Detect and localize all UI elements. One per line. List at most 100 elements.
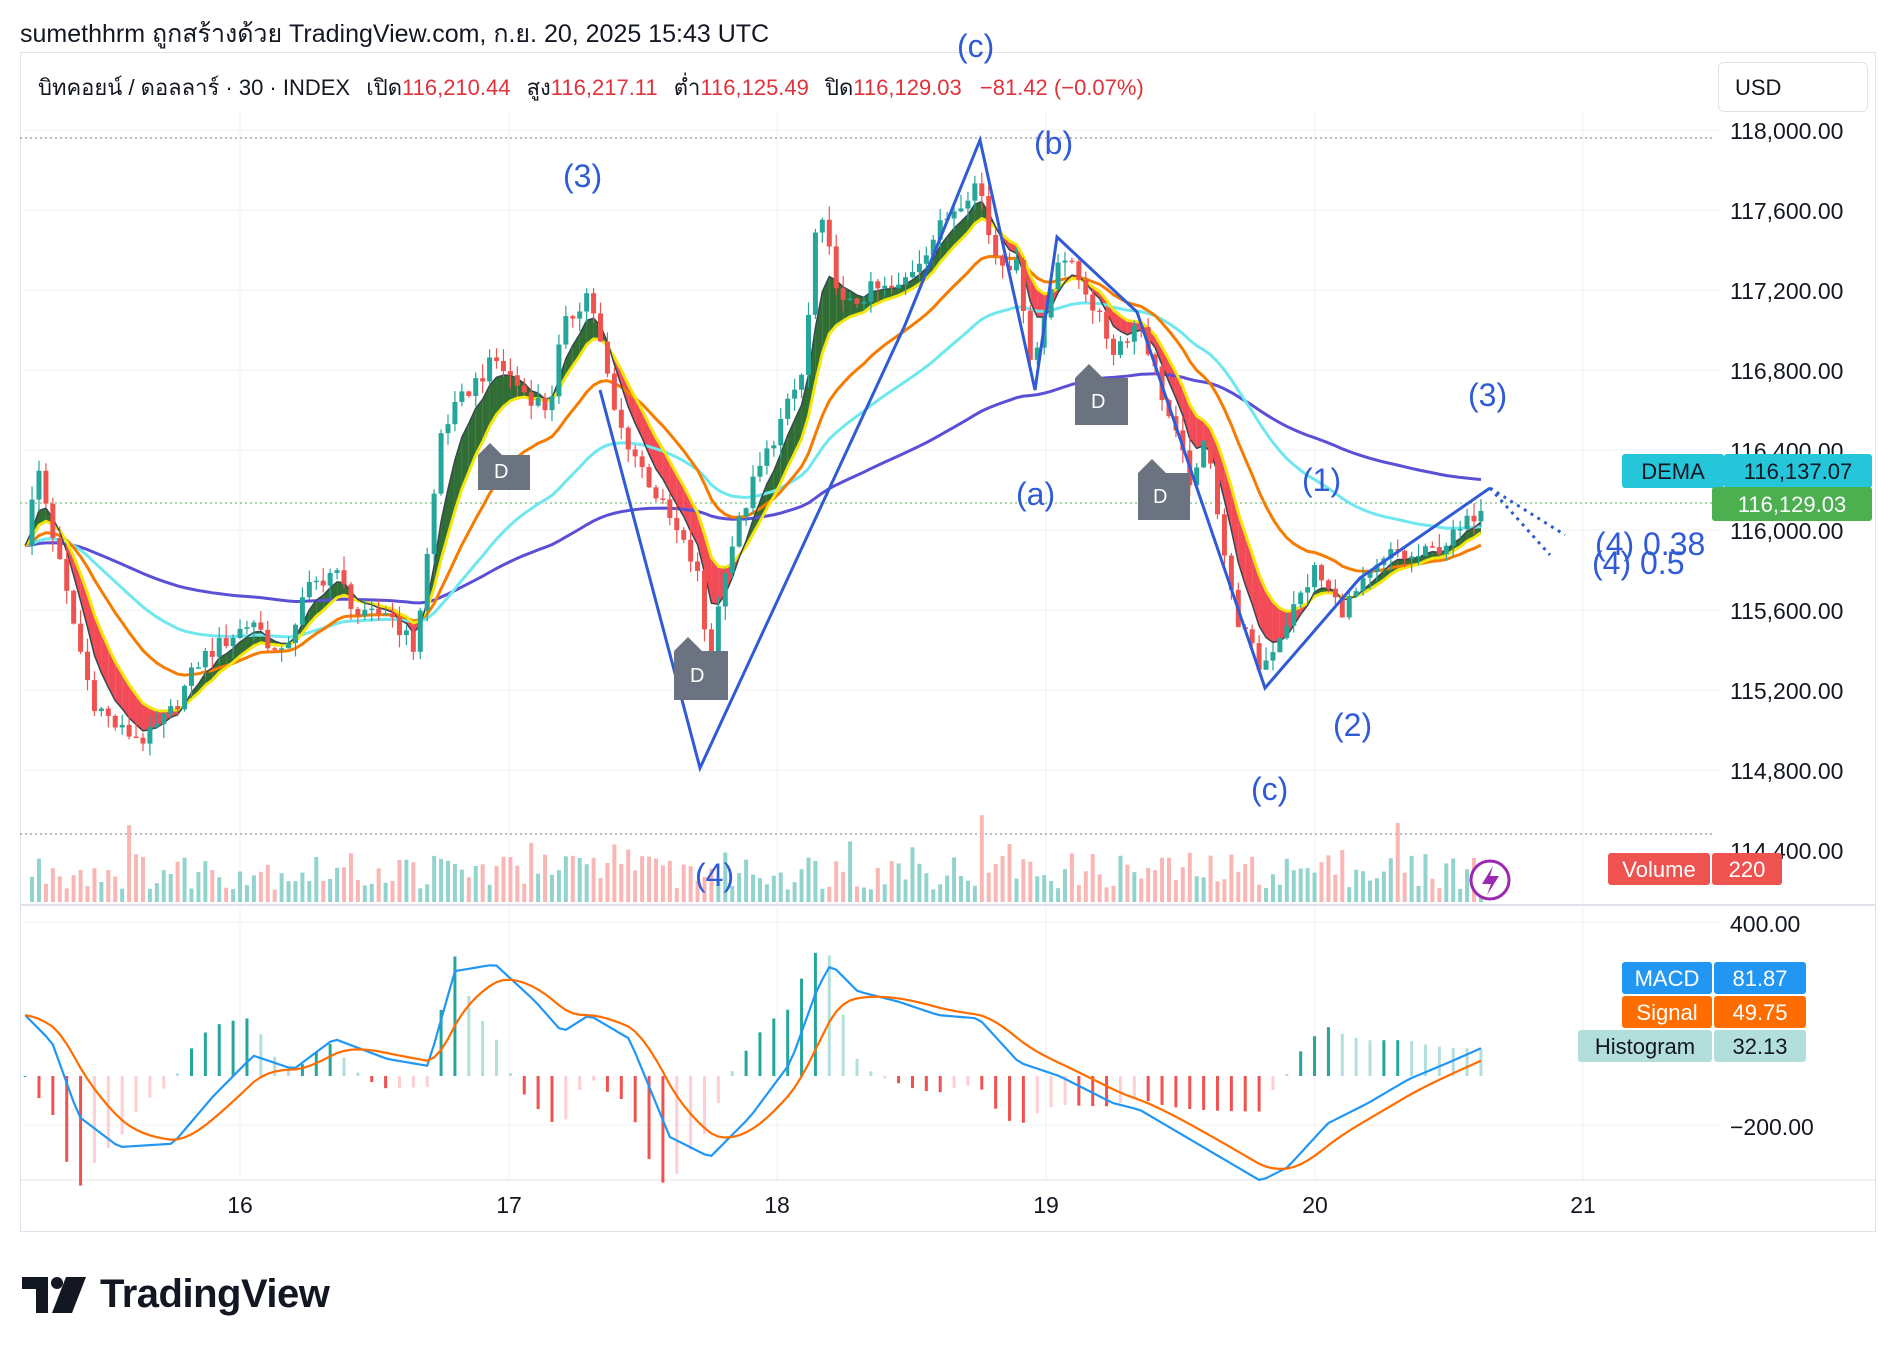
candle-body — [369, 608, 375, 611]
volume-bar — [106, 870, 111, 902]
dividend-badge[interactable]: D — [478, 443, 530, 490]
ribbon-segment — [129, 684, 137, 725]
price-axis[interactable]: 118,000.00 117,600.00 117,200.00 116,800… — [1730, 118, 1843, 864]
volume-bar — [1264, 888, 1269, 902]
candle-body — [306, 581, 312, 598]
volume-bar — [231, 889, 236, 902]
volume-bar — [348, 853, 353, 902]
candle-body — [805, 314, 811, 375]
volume-bar — [265, 864, 270, 902]
candle-body — [604, 341, 610, 374]
macd-pane — [23, 952, 1483, 1186]
chart-canvas[interactable]: (3) (b) (c) (a) (3) (1) (2) (c) (4) (4) … — [0, 0, 1896, 1240]
last-price-value: 116,129.03 — [1738, 492, 1846, 517]
histogram-bar — [162, 1076, 166, 1089]
volume-bar — [1076, 885, 1081, 902]
histogram-bar — [841, 1014, 845, 1076]
histogram-bar — [813, 952, 817, 1076]
volume-bar — [1298, 868, 1303, 902]
histogram-bar — [1340, 1033, 1344, 1076]
candle-body — [916, 263, 922, 273]
time-tick: 17 — [496, 1192, 522, 1218]
volume-bar — [723, 852, 728, 902]
candle-body — [646, 467, 652, 488]
candle-body — [1117, 341, 1123, 355]
volume-bar — [647, 856, 652, 902]
macd-axis[interactable]: 400.00 −200.00 — [1730, 911, 1814, 1140]
histogram-bar — [51, 1076, 55, 1115]
volume-bar — [556, 870, 561, 902]
candle-body — [1048, 289, 1054, 318]
candle-body — [1325, 580, 1331, 589]
volume-bar — [1305, 868, 1310, 902]
ribbon-segment — [850, 290, 858, 317]
dividend-badge-label: D — [690, 665, 704, 687]
volume-bar — [321, 881, 326, 902]
volume-bar — [1173, 879, 1178, 902]
histogram-bar — [855, 1058, 859, 1076]
currency-selector[interactable]: USD — [1718, 62, 1868, 112]
candle-body — [1208, 440, 1214, 464]
volume-bar — [127, 825, 132, 902]
candle-body — [1367, 571, 1373, 578]
histogram-bar — [120, 1076, 124, 1135]
dividend-badge[interactable]: D — [1138, 459, 1190, 520]
volume-bar — [113, 876, 118, 902]
volume-bar — [827, 886, 832, 902]
volume-bar — [1409, 855, 1414, 902]
dema-badge-label: DEMA — [1641, 459, 1705, 484]
histogram-bar — [1160, 1076, 1164, 1105]
candle-body — [202, 651, 208, 668]
dividend-badge[interactable]: D — [674, 637, 728, 700]
candle-body — [660, 498, 666, 500]
lightning-icon[interactable] — [1469, 859, 1511, 901]
volume-bar — [515, 865, 520, 902]
candle-body — [653, 487, 659, 499]
dema-badge-value: 116,137.07 — [1744, 459, 1852, 484]
candle-body — [299, 597, 305, 625]
histogram-bar — [106, 1076, 110, 1149]
candle-body — [1360, 577, 1366, 592]
volume-bar — [411, 862, 416, 902]
candle-body — [154, 724, 160, 727]
price-tick: 118,000.00 — [1730, 118, 1843, 144]
volume-bars — [30, 815, 1483, 902]
volume-bar — [1007, 844, 1012, 902]
histogram-bar — [1188, 1076, 1192, 1110]
time-axis[interactable]: 16 17 18 19 20 21 — [227, 1192, 1596, 1218]
volume-bar — [674, 888, 679, 902]
dividend-badge[interactable]: D — [1075, 364, 1128, 425]
candle-body — [112, 715, 118, 728]
candle-body — [743, 508, 749, 517]
candle-body — [292, 624, 298, 643]
histogram-bar — [1132, 1076, 1136, 1099]
ribbon-segment — [489, 377, 497, 427]
histogram-bar — [536, 1076, 540, 1110]
histogram-bar — [827, 955, 831, 1076]
volume-bar — [1215, 881, 1220, 902]
time-tick: 18 — [764, 1192, 790, 1218]
histogram-bar — [1202, 1076, 1206, 1111]
candle-body — [36, 470, 42, 500]
histogram-bar — [453, 956, 457, 1076]
candle-body — [105, 708, 111, 716]
candle-body — [993, 235, 999, 256]
candle-body — [1228, 555, 1234, 590]
candle-body — [1395, 549, 1401, 551]
candle-body — [452, 402, 458, 425]
candle-body — [1090, 294, 1096, 311]
histogram-bar — [1368, 1040, 1372, 1076]
tradingview-logo[interactable]: TradingView — [22, 1272, 330, 1317]
ribbon-segment — [191, 684, 199, 699]
candle-body — [584, 293, 590, 312]
volume-bar — [1139, 878, 1144, 902]
volume-badge-value: 220 — [1729, 857, 1766, 882]
candle-body — [383, 613, 389, 615]
volume-bar — [1437, 888, 1442, 902]
ribbon-segment — [1272, 601, 1280, 643]
ribbon-segment — [808, 327, 816, 417]
volume-bar — [362, 885, 367, 902]
volume-bar — [1312, 872, 1317, 902]
candle-body — [1284, 625, 1290, 639]
volume-bar — [1090, 854, 1095, 902]
